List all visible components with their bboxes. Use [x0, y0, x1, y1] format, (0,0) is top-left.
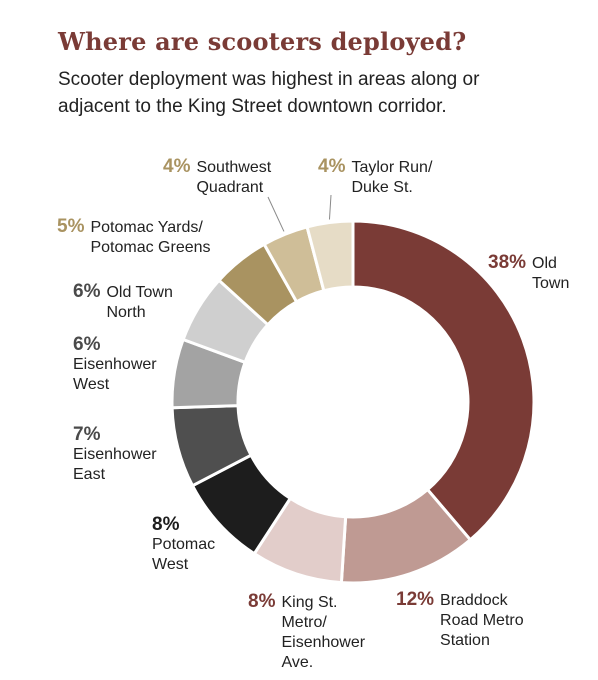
- slice-percent: 8%: [248, 591, 276, 612]
- slice-percent: 4%: [163, 156, 191, 177]
- label-eisenhower-west: 6% Eisenhower West: [73, 335, 157, 395]
- label-old-town-north: 6% Old Town North: [73, 282, 173, 323]
- slice-label-text: Potomac Yards/Potomac Greens: [90, 219, 211, 256]
- label-southwest-quadrant: 4% Southwest Quadrant: [163, 157, 271, 198]
- slice-percent: 6%: [73, 281, 101, 302]
- slice-percent: 6%: [73, 334, 101, 355]
- slice-percent: 5%: [57, 216, 85, 237]
- label-eisenhower-east: 7% Eisenhower East: [73, 425, 157, 485]
- slice-label-text: Eisenhower West: [73, 356, 157, 393]
- slice-label-text: King St. Metro/Eisenhower Ave.: [281, 594, 366, 671]
- slice-label-text: Eisenhower East: [73, 446, 157, 483]
- label-taylor-run-duke-st: 4% Taylor Run/Duke St.: [318, 157, 432, 198]
- label-potomac-west: 8% Potomac West: [152, 515, 215, 575]
- label-king-st-metro-eisenhower-ave: 8% King St. Metro/Eisenhower Ave.: [248, 592, 365, 673]
- slice-label-text: Braddock Road Metro Station: [440, 592, 524, 649]
- label-old-town: 38% Old Town: [488, 253, 569, 294]
- slice-label-text: Old Town North: [106, 284, 173, 321]
- slice-label-text: Taylor Run/Duke St.: [351, 159, 433, 196]
- slice-old-town: [351, 219, 536, 542]
- slice-taylor-run-duke-st: [305, 219, 355, 293]
- slice-percent: 7%: [73, 424, 101, 445]
- chart-subtitle: Scooter deployment was highest in areas …: [58, 69, 480, 117]
- slice-label-text: Southwest Quadrant: [196, 159, 272, 196]
- slice-percent: 12%: [396, 589, 435, 610]
- slice-percent: 8%: [152, 514, 180, 535]
- leader-line-southwest-quadrant: [267, 196, 285, 232]
- slice-percent: 4%: [318, 156, 346, 177]
- label-potomac-yards-potomac-greens: 5% Potomac Yards/Potomac Greens: [57, 217, 211, 258]
- slice-percent: 38%: [488, 252, 527, 273]
- slice-label-text: Old Town: [532, 255, 570, 292]
- label-braddock-road-metro-station: 12% Braddock Road Metro Station: [396, 590, 524, 651]
- slice-label-text: Potomac West: [152, 536, 216, 573]
- chart-title: Where are scooters deployed?: [58, 27, 467, 56]
- leader-line-taylor-run-duke-st: [328, 194, 332, 220]
